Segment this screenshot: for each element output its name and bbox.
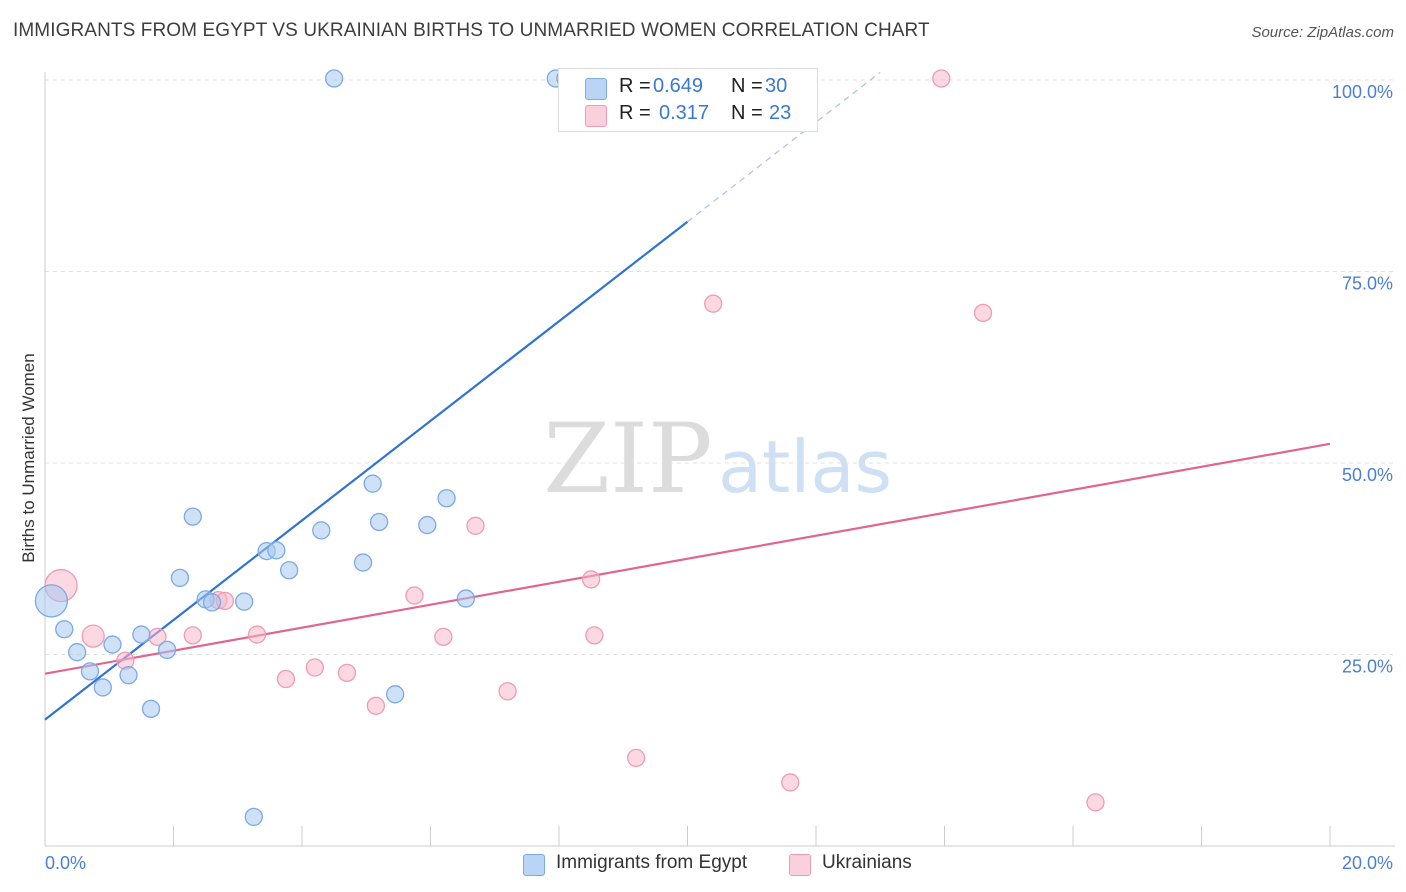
trend-lines (44, 71, 1331, 721)
point-ukrainians (932, 69, 951, 88)
point-egypt (386, 685, 405, 704)
point-egypt (202, 593, 222, 612)
ukrainians-swatch (585, 105, 607, 127)
point-egypt (157, 640, 177, 660)
stats-legend: R = 0.649 N = 30 R = 0.317 N = 23 (558, 68, 818, 132)
point-egypt (93, 678, 112, 697)
point-ukrainians (626, 748, 646, 768)
point-egypt (141, 699, 161, 719)
point-egypt (267, 541, 286, 560)
point-egypt (103, 635, 122, 654)
r-label: R = (619, 102, 651, 124)
point-ukrainians (183, 626, 202, 645)
n-value: 30 (765, 75, 788, 97)
watermark: ZIP atlas (543, 403, 892, 515)
point-egypt (312, 521, 331, 540)
point-egypt (119, 666, 138, 685)
axes (44, 72, 1395, 847)
point-ukrainians (305, 658, 325, 677)
point-ukrainians (337, 663, 357, 683)
x-tick-label: 0.0% (45, 853, 86, 873)
legend-label-egypt: Immigrants from Egypt (556, 852, 748, 873)
y-tick-label: 50.0% (1342, 465, 1393, 485)
point-egypt (80, 662, 100, 681)
source-label: Source: ZipAtlas.com (1251, 24, 1394, 41)
scatter-points (34, 69, 1105, 827)
watermark-atlas: atlas (718, 425, 892, 509)
trendline-egypt-extension (687, 71, 881, 223)
point-egypt (279, 561, 299, 580)
point-egypt (132, 625, 151, 644)
point-ukrainians (276, 669, 296, 689)
watermark-zip: ZIP (543, 403, 712, 515)
n-label: N = (731, 102, 763, 124)
point-ukrainians (973, 303, 993, 323)
y-tick-label: 25.0% (1342, 657, 1393, 677)
y-tick-label: 75.0% (1342, 274, 1393, 294)
legend-label-ukrainians: Ukrainians (822, 852, 912, 873)
point-ukrainians (247, 625, 267, 644)
point-ukrainians (366, 696, 386, 715)
x-tick-labels: 0.0% 20.0% (45, 853, 1393, 873)
point-egypt (55, 620, 74, 639)
point-egypt (34, 584, 69, 618)
point-ukrainians (781, 773, 800, 792)
point-egypt (363, 474, 382, 493)
series-legend: Immigrants from Egypt Ukrainians (0, 852, 1406, 878)
point-ukrainians (466, 516, 485, 535)
point-ukrainians (405, 586, 424, 605)
point-ukrainians (704, 294, 723, 313)
point-egypt (170, 568, 190, 588)
point-egypt (67, 643, 87, 662)
point-ukrainians (585, 626, 604, 645)
point-ukrainians (581, 570, 601, 589)
point-ukrainians (1086, 793, 1105, 812)
point-egypt (437, 489, 456, 508)
y-axis-label: Births to Unmarried Women (19, 353, 38, 562)
point-egypt (324, 69, 344, 88)
point-egypt (369, 512, 389, 532)
point-ukrainians (434, 627, 453, 647)
point-egypt (235, 592, 254, 611)
grid-lines (45, 79, 1395, 655)
point-egypt (418, 515, 437, 535)
ukrainians-swatch (789, 854, 811, 876)
n-value: 23 (769, 102, 792, 124)
egypt-swatch (523, 854, 545, 876)
r-value: 0.649 (653, 75, 704, 97)
y-tick-labels: 25.0% 50.0% 75.0% 100.0% (1332, 82, 1393, 677)
x-tick-label: 20.0% (1342, 853, 1393, 873)
y-tick-label: 100.0% (1332, 82, 1393, 102)
r-label: R = (619, 75, 651, 97)
point-ukrainians (498, 682, 517, 701)
point-ukrainians (81, 624, 105, 648)
egypt-swatch (585, 78, 607, 100)
n-label: N = (731, 75, 763, 97)
r-value: 0.317 (659, 102, 710, 124)
point-egypt (353, 553, 373, 572)
chart-title: IMMIGRANTS FROM EGYPT VS UKRAINIAN BIRTH… (13, 20, 930, 41)
point-egypt (244, 807, 263, 827)
point-egypt (456, 589, 475, 608)
point-egypt (183, 507, 202, 526)
